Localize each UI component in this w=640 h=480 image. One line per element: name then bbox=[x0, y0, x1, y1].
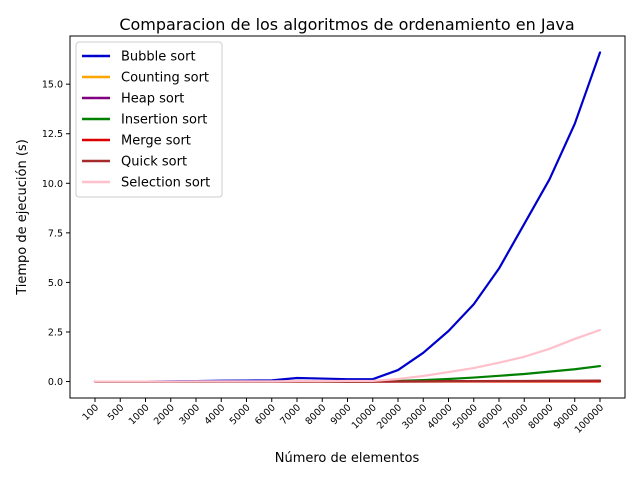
y-tick-label: 10.0 bbox=[42, 179, 63, 190]
legend-label: Quick sort bbox=[121, 155, 187, 170]
x-tick-label: 50000 bbox=[451, 402, 480, 431]
legend-label: Insertion sort bbox=[121, 113, 207, 128]
x-tick-label: 80000 bbox=[526, 402, 555, 431]
x-tick-label: 10000 bbox=[350, 402, 379, 431]
y-tick-label: 12.5 bbox=[42, 129, 63, 140]
x-axis-ticks: 100 500 1000 2000 3000 4000 5000 6000 7000 8000 90… bbox=[81, 398, 606, 436]
y-axis-ticks: 0.0 2.5 5.0 7.5 10.0 12.5 15.0 bbox=[42, 80, 70, 388]
legend-label: Counting sort bbox=[121, 71, 209, 86]
y-tick-label: 5.0 bbox=[48, 278, 63, 289]
x-tick-label: 100 bbox=[81, 402, 102, 423]
series-layer bbox=[93, 51, 602, 383]
y-tick-label: 0.0 bbox=[48, 377, 63, 388]
x-tick-label: 1000 bbox=[127, 402, 152, 427]
x-tick-label: 40000 bbox=[425, 402, 454, 431]
x-tick-label: 500 bbox=[106, 402, 127, 423]
y-tick-label: 15.0 bbox=[42, 80, 63, 91]
legend-label: Bubble sort bbox=[121, 50, 196, 65]
y-tick-label: 2.5 bbox=[48, 327, 63, 338]
x-tick-label: 8000 bbox=[303, 402, 328, 427]
x-tick-label: 3000 bbox=[177, 402, 202, 427]
x-tick-label: 2000 bbox=[152, 402, 177, 427]
chart-title: Comparacion de los algoritmos de ordenam… bbox=[119, 15, 574, 34]
x-tick-label: 7000 bbox=[278, 402, 303, 427]
legend-label: Merge sort bbox=[121, 134, 191, 149]
y-tick-label: 7.5 bbox=[48, 228, 63, 239]
x-tick-label: 70000 bbox=[501, 402, 530, 431]
series-line-selection-sort bbox=[93, 328, 602, 383]
legend-label: Heap sort bbox=[121, 92, 184, 107]
x-axis-label: Número de elementos bbox=[275, 451, 420, 466]
x-tick-label: 4000 bbox=[202, 402, 227, 427]
x-tick-label: 60000 bbox=[476, 402, 505, 431]
legend: Bubble sort Counting sort Heap sort Inserti… bbox=[75, 41, 223, 198]
x-tick-label: 5000 bbox=[228, 402, 253, 427]
x-tick-label: 6000 bbox=[253, 402, 278, 427]
x-tick-label: 20000 bbox=[375, 402, 404, 431]
legend-label: Selection sort bbox=[121, 176, 210, 191]
legend-box bbox=[75, 41, 223, 198]
y-axis-label: Tiempo de ejecución (s) bbox=[15, 139, 30, 296]
x-tick-label: 30000 bbox=[400, 402, 429, 431]
